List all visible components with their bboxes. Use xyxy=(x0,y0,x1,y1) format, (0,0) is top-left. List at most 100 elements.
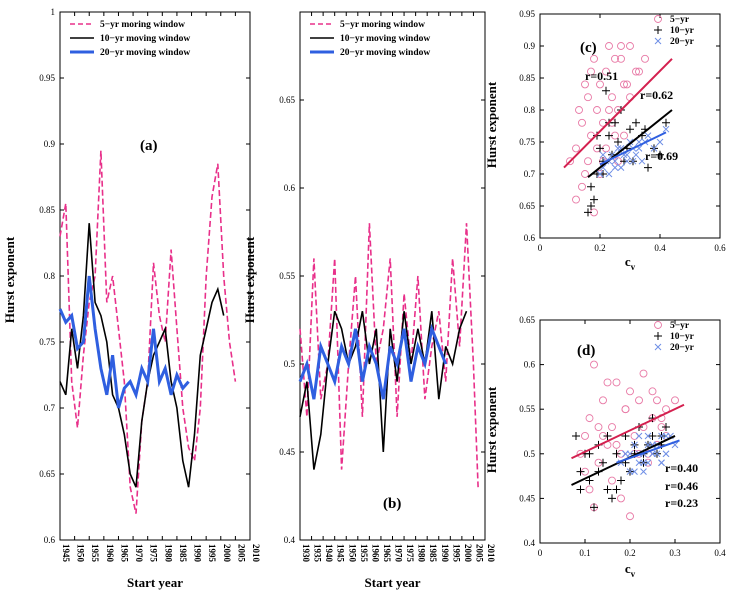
r-annotation: r=0.40 xyxy=(665,461,698,475)
x-tick-label: 0 xyxy=(538,243,543,253)
data-point xyxy=(603,378,612,387)
y-tick-label: 0.75 xyxy=(39,337,55,347)
y-tick-label: 0.4 xyxy=(284,535,296,545)
x-tick-label: 1985 xyxy=(428,544,438,563)
data-point xyxy=(587,182,595,191)
data-point xyxy=(623,157,631,165)
legend-swatch xyxy=(654,26,662,34)
data-point xyxy=(596,144,604,153)
y-tick-label: 0.95 xyxy=(39,73,55,83)
y-tick-label: 0.6 xyxy=(524,233,536,243)
x-axis-label-subscript: v xyxy=(631,569,636,579)
data-point xyxy=(590,54,598,63)
plot-frame xyxy=(299,11,486,541)
data-point xyxy=(639,369,648,378)
data-point xyxy=(626,125,634,134)
data-point xyxy=(602,67,610,76)
series-line xyxy=(299,223,479,488)
x-tick-label: 1940 xyxy=(324,544,334,563)
y-tick-label: 1 xyxy=(51,7,56,17)
x-tick-label: 1955 xyxy=(90,544,100,563)
data-point xyxy=(578,182,586,191)
data-point xyxy=(626,512,634,521)
data-point xyxy=(623,80,631,89)
data-point xyxy=(584,208,592,217)
data-point xyxy=(631,441,638,449)
data-point xyxy=(650,145,658,152)
series-line xyxy=(58,275,190,409)
data-point xyxy=(599,151,607,159)
x-tick-label: 1985 xyxy=(178,544,188,563)
fit-line xyxy=(616,439,680,464)
data-point xyxy=(584,93,592,102)
x-tick-label: 1975 xyxy=(149,544,159,563)
data-point xyxy=(649,450,656,458)
data-point xyxy=(617,54,625,63)
y-tick-label: 0.55 xyxy=(279,271,295,281)
data-point xyxy=(612,485,621,494)
legend-label: 20−yr xyxy=(670,343,695,353)
x-tick-label: 0.4 xyxy=(714,548,726,558)
data-point xyxy=(599,396,607,405)
data-point xyxy=(644,132,652,139)
x-tick-label: 1945 xyxy=(61,544,71,563)
panel-c: 0.6 0.65 0.7 0.75 0.8 0.85 0.9 0.95 0 0.2 0.4 0.6 Hu… xyxy=(484,9,726,272)
data-point xyxy=(605,42,613,50)
data-point xyxy=(617,494,625,503)
legend-label: 5−yr moring window xyxy=(340,20,425,30)
data-point xyxy=(576,485,585,494)
data-point xyxy=(585,449,594,458)
x-tick-label: 1965 xyxy=(119,544,129,563)
y-tick-label: 0.55 xyxy=(519,404,535,414)
x-tick-label: 2005 xyxy=(236,544,246,563)
data-point xyxy=(585,476,594,485)
data-point xyxy=(620,131,628,140)
plot-frame xyxy=(539,13,721,239)
data-point xyxy=(638,157,646,165)
panel-label: (b) xyxy=(383,496,401,512)
data-point xyxy=(572,431,580,440)
fit-line xyxy=(599,131,667,166)
data-point xyxy=(656,138,664,146)
fit-line xyxy=(587,109,673,178)
data-point xyxy=(594,423,603,431)
x-tick-label: 0.2 xyxy=(624,548,635,558)
data-point xyxy=(635,459,643,467)
data-point xyxy=(611,54,619,63)
data-point xyxy=(662,450,670,458)
x-tick-label: 2000 xyxy=(222,544,232,563)
data-point xyxy=(596,170,604,178)
y-tick-label: 0.6 xyxy=(284,183,296,193)
data-point xyxy=(648,387,657,396)
x-tick-label: 2000 xyxy=(463,544,473,563)
x-tick-label: 0 xyxy=(538,548,543,558)
data-point xyxy=(614,138,622,146)
r-annotation: r=0.62 xyxy=(640,88,673,102)
y-tick-label: 0.8 xyxy=(524,105,536,115)
data-point xyxy=(608,423,616,431)
x-axis-label: cv xyxy=(625,254,636,272)
data-point xyxy=(605,131,613,140)
data-point xyxy=(587,67,595,76)
data-point xyxy=(626,387,634,396)
data-point xyxy=(621,405,630,414)
x-tick-label: 1930 xyxy=(301,544,311,563)
legend-swatch xyxy=(654,343,662,351)
legend-label: 20−yr moving window xyxy=(340,48,430,58)
fit-line xyxy=(563,58,673,169)
data-point xyxy=(603,431,612,440)
y-tick-label: 0.95 xyxy=(519,9,535,19)
data-point xyxy=(566,157,574,166)
x-tick-label: 1955 xyxy=(359,544,369,563)
data-point xyxy=(585,485,594,494)
x-tick-label: 2005 xyxy=(474,544,484,563)
x-tick-label: 2010 xyxy=(486,544,496,563)
data-point xyxy=(635,67,643,76)
y-axis-label: Hurst exponent xyxy=(2,236,17,323)
legend-swatch xyxy=(654,332,662,340)
x-tick-label: 1990 xyxy=(440,544,450,563)
x-tick-label: 1980 xyxy=(163,544,173,563)
data-point xyxy=(576,467,585,476)
